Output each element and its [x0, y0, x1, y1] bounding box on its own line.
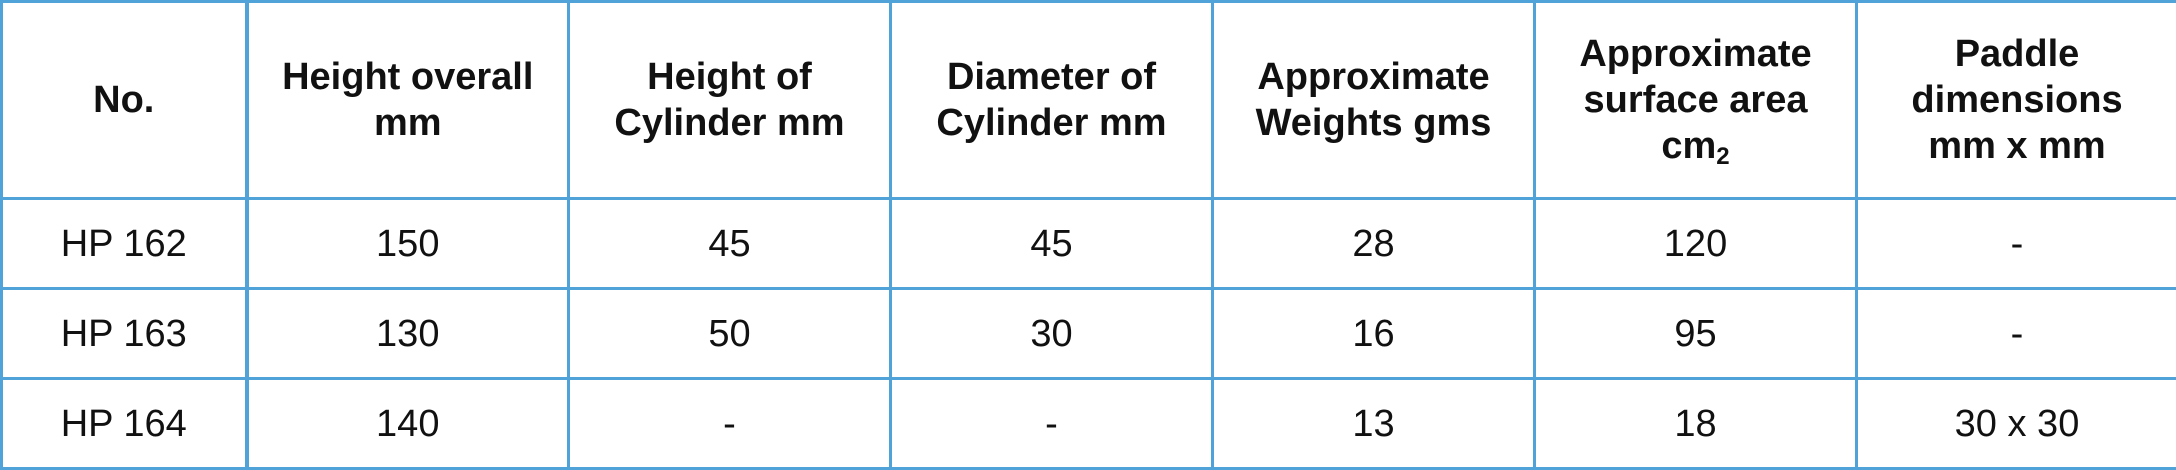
header-row: No. Height overall mm Height of Cylinder… [2, 2, 2176, 199]
header-approximate-surface-area: Approximate surface area cm2 [1535, 2, 1857, 199]
cell-surface-area: 120 [1535, 199, 1857, 289]
cell-height-of-cylinder: - [569, 379, 891, 469]
table-row: HP 163 130 50 30 16 95 - [2, 289, 2176, 379]
cell-height-overall: 130 [247, 289, 569, 379]
cell-paddle-dimensions: - [1857, 289, 2176, 379]
surface-area-unit: cm [1661, 125, 1716, 167]
header-paddle-dimensions-line-2: dimensions [1864, 77, 2170, 123]
table-row: HP 162 150 45 45 28 120 - [2, 199, 2176, 289]
cell-height-overall: 140 [247, 379, 569, 469]
header-no-line-1: No. [9, 77, 239, 123]
cell-diameter-of-cylinder: 30 [891, 289, 1213, 379]
cell-height-of-cylinder: 45 [569, 199, 891, 289]
header-height-overall-line-2: mm [255, 100, 562, 146]
cell-no: HP 162 [2, 199, 247, 289]
cell-surface-area: 18 [1535, 379, 1857, 469]
header-approximate-weights: Approximate Weights gms [1213, 2, 1535, 199]
header-surface-area-line-1: Approximate [1542, 31, 1849, 77]
header-no: No. [2, 2, 247, 199]
header-surface-area-line-2: surface area [1542, 77, 1849, 123]
cell-approximate-weights: 28 [1213, 199, 1535, 289]
cell-approximate-weights: 16 [1213, 289, 1535, 379]
table-row: HP 164 140 - - 13 18 30 x 30 [2, 379, 2176, 469]
cell-no: HP 164 [2, 379, 247, 469]
cell-paddle-dimensions: 30 x 30 [1857, 379, 2176, 469]
header-height-overall-line-1: Height overall [255, 54, 562, 100]
header-height-of-cylinder-line-1: Height of [576, 54, 883, 100]
surface-area-unit-subscript: 2 [1716, 143, 1729, 170]
header-height-overall: Height overall mm [247, 2, 569, 199]
cell-height-of-cylinder: 50 [569, 289, 891, 379]
header-surface-area-line-3: cm2 [1542, 123, 1849, 169]
header-approximate-weights-line-2: Weights gms [1220, 100, 1527, 146]
cell-diameter-of-cylinder: - [891, 379, 1213, 469]
header-paddle-dimensions-line-1: Paddle [1864, 31, 2170, 77]
cell-diameter-of-cylinder: 45 [891, 199, 1213, 289]
cell-height-overall: 150 [247, 199, 569, 289]
header-approximate-weights-line-1: Approximate [1220, 54, 1527, 100]
header-paddle-dimensions-line-3: mm x mm [1864, 123, 2170, 169]
cell-approximate-weights: 13 [1213, 379, 1535, 469]
header-height-of-cylinder: Height of Cylinder mm [569, 2, 891, 199]
header-diameter-of-cylinder-line-1: Diameter of [898, 54, 1205, 100]
header-paddle-dimensions: Paddle dimensions mm x mm [1857, 2, 2176, 199]
header-diameter-of-cylinder: Diameter of Cylinder mm [891, 2, 1213, 199]
cell-surface-area: 95 [1535, 289, 1857, 379]
cell-paddle-dimensions: - [1857, 199, 2176, 289]
cell-no: HP 163 [2, 289, 247, 379]
header-height-of-cylinder-line-2: Cylinder mm [576, 100, 883, 146]
header-diameter-of-cylinder-line-2: Cylinder mm [898, 100, 1205, 146]
